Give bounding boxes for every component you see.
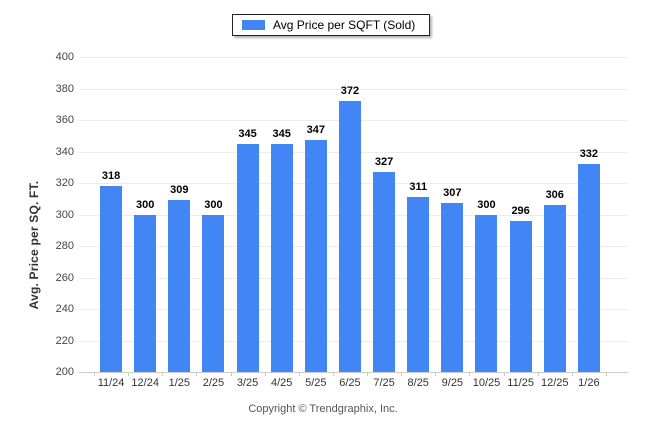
y-axis-tick-label: 280 (55, 240, 74, 252)
bar-value-label: 311 (409, 181, 428, 194)
x-axis-tick (298, 373, 300, 376)
y-axis-tick-label: 380 (55, 82, 74, 95)
bar-value-label: 309 (170, 184, 189, 197)
bar (202, 214, 225, 372)
x-axis-tick-label: 6/25 (339, 377, 361, 389)
bar-value-label: 300 (204, 198, 223, 211)
y-axis-tick-label: 400 (55, 51, 74, 63)
bar (338, 101, 361, 372)
bar (168, 200, 191, 372)
gridline (79, 57, 628, 58)
bar (407, 197, 430, 372)
bar (441, 203, 464, 372)
bar (475, 214, 498, 372)
x-axis-tick-label: 1/26 (578, 377, 600, 389)
bar (373, 171, 396, 372)
bar (134, 214, 157, 372)
bar-value-label: 300 (477, 198, 496, 211)
gridline (79, 88, 628, 90)
y-axis-tick-label: 300 (55, 208, 74, 221)
y-axis-tick-label: 240 (55, 303, 74, 315)
bar (236, 143, 259, 372)
x-axis-tick-label: 11/25 (507, 377, 534, 389)
bar (577, 164, 600, 372)
x-axis-tick (537, 373, 539, 376)
bar-value-label: 306 (545, 189, 564, 202)
x-axis-tick-label: 10/25 (472, 377, 501, 389)
bar-value-label: 318 (101, 170, 121, 183)
y-axis-tick-label: 360 (55, 114, 74, 126)
bar-value-label: 332 (579, 148, 599, 161)
x-axis-tick (264, 373, 266, 376)
x-axis-tick (230, 373, 232, 376)
legend: Avg Price per SQFT (Sold) (232, 14, 431, 36)
bar (543, 205, 566, 372)
y-axis-tick-label: 260 (55, 271, 74, 284)
x-axis-tick (196, 373, 198, 376)
x-axis-tick (469, 373, 471, 376)
x-axis-tick (435, 373, 437, 376)
x-axis-tick-label: 8/25 (407, 377, 429, 389)
x-axis-tick (128, 373, 130, 376)
y-axis-tick-label: 320 (55, 177, 74, 189)
bar-value-label: 300 (136, 198, 155, 211)
bar-value-label: 372 (340, 85, 360, 98)
x-axis-tick (367, 373, 369, 376)
x-axis-tick-label: 9/25 (441, 377, 464, 389)
bar-value-label: 307 (443, 187, 462, 200)
x-axis-tick (571, 373, 573, 376)
bar (270, 143, 293, 372)
x-axis-tick-label: 2/25 (202, 377, 225, 389)
x-axis-tick-label: 7/25 (373, 377, 395, 389)
bar-value-label: 296 (511, 204, 530, 217)
y-axis-tick-label: 220 (55, 334, 74, 347)
x-axis-tick-label: 3/25 (236, 377, 259, 389)
x-axis-tick (332, 373, 334, 376)
bar-value-label: 347 (306, 124, 326, 137)
x-axis-tick-label: 4/25 (270, 377, 293, 389)
bar-value-label: 327 (374, 155, 394, 168)
x-axis-tick-label: 5/25 (305, 377, 327, 389)
y-axis-tick-label: 200 (55, 366, 74, 378)
bar-value-label: 345 (272, 127, 291, 140)
x-axis-tick (605, 373, 607, 376)
x-axis-line (79, 372, 628, 373)
x-axis-tick (94, 373, 95, 376)
legend-color-swatch (242, 20, 265, 30)
bar (100, 186, 123, 372)
x-axis-tick-label: 12/24 (131, 377, 159, 389)
bar-value-label: 345 (238, 127, 257, 140)
x-axis-tick-label: 11/24 (97, 377, 125, 389)
x-axis-tick (503, 373, 505, 376)
y-axis-tick-label: 340 (55, 145, 74, 158)
x-axis-tick-label: 12/25 (540, 377, 569, 389)
bar (509, 220, 532, 372)
copyright: Copyright © Trendgraphix, Inc. (248, 403, 398, 415)
bar (304, 140, 327, 372)
x-axis-tick (162, 373, 164, 376)
legend-label: Avg Price per SQFT (Sold) (273, 18, 416, 32)
x-axis-tick-label: 1/25 (168, 377, 191, 389)
x-axis-tick (401, 373, 403, 376)
